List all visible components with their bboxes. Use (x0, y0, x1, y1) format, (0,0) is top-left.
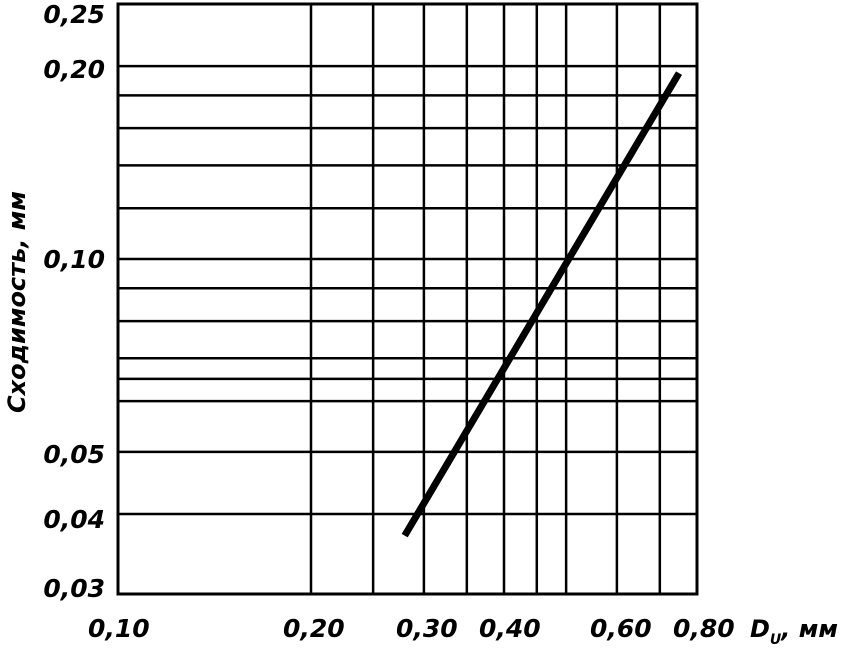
y-tick-label: 0,25 (43, 0, 105, 29)
x-tick-label: 0,20 (283, 614, 345, 643)
y-tick-label: 0,10 (43, 245, 105, 274)
x-tick-label: 0,80 (673, 614, 735, 643)
x-tick-label: 0,30 (396, 614, 458, 643)
x-axis-subscript: U (770, 632, 782, 648)
x-tick-label: 0,60 (590, 614, 652, 643)
y-axis-label: Сходимость, мм (3, 191, 31, 413)
x-tick-label: 0,10 (88, 614, 150, 643)
y-tick-labels: 0,25 0,20 0,10 0,05 0,04 0,03 (43, 0, 105, 603)
x-tick-label: 0,40 (479, 614, 541, 643)
x-tick-labels: 0,10 0,20 0,30 0,40 0,60 0,80 (88, 614, 735, 643)
x-axis-unit: , мм (780, 615, 838, 643)
plot-frame (116, 2, 699, 596)
series-line (401, 71, 683, 538)
x-axis-label: DU, мм (750, 615, 838, 648)
grid (118, 2, 699, 594)
x-axis-symbol: D (750, 615, 770, 643)
y-tick-label: 0,20 (43, 55, 105, 84)
y-tick-label: 0,04 (43, 505, 105, 534)
series-layer (401, 71, 683, 538)
y-tick-label: 0,05 (43, 440, 105, 469)
y-tick-label: 0,03 (43, 574, 105, 603)
